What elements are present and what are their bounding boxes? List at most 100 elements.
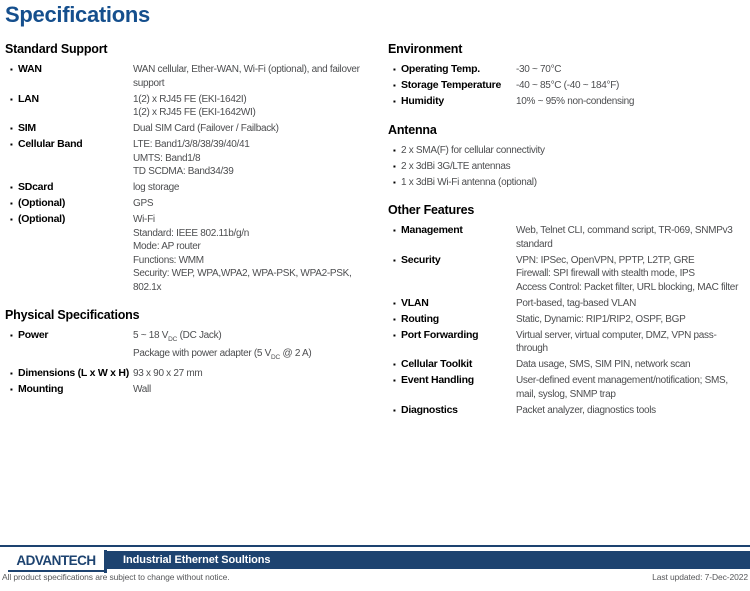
spec-value-line: Package with power adapter (5 VDC @ 2 A) (133, 347, 312, 361)
spec-row: ▪ (Optional) GPS (5, 197, 388, 211)
spec-value-line: Data usage, SMS, SIM PIN, network scan (516, 359, 691, 370)
spec-value-line: 1(2) x RJ45 FE (EKI-1642WI) (133, 107, 256, 118)
spec-value-line: Port-based, tag-based VLAN (516, 297, 637, 309)
bullet-icon: ▪ (393, 226, 396, 235)
footer-disclaimer: All product specifications are subject t… (2, 572, 230, 582)
spec-value-line: Wi-Fi (133, 214, 155, 225)
spec-value: 1 x 3dBi Wi-Fi antenna (optional) (401, 176, 750, 190)
bullet-icon: ▪ (393, 145, 396, 155)
bullet-icon: ▪ (393, 81, 396, 90)
spec-value-line: Mode: AP router (133, 241, 201, 252)
spec-value: 10% ~ 95% non-condensing (516, 95, 750, 109)
spec-value: 2 x 3dBi 3G/LTE antennas (401, 160, 750, 174)
section-title: Other Features (388, 203, 475, 217)
page-title: Specifications (5, 2, 150, 27)
spec-value: Data usage, SMS, SIM PIN, network scan (516, 358, 750, 372)
spec-value-line: UMTS: Band1/8 (133, 152, 201, 164)
spec-label: Routing (401, 312, 439, 325)
spec-value-line: TD SCDMA: Band34/39 (133, 166, 234, 177)
bullet-icon: ▪ (10, 331, 13, 340)
bullet-icon: ▪ (393, 255, 396, 265)
spec-value-line: 1 x 3dBi Wi-Fi antenna (optional) (401, 176, 537, 188)
bullet-icon: ▪ (10, 199, 13, 208)
spec-value-line: Standard: IEEE 802.11b/g/n (133, 227, 249, 239)
spec-label: (Optional) (18, 197, 66, 209)
spec-value-line: Functions: WMM (133, 254, 204, 266)
spec-value-line: support (133, 77, 165, 89)
right-column: Environment ▪ Operating Temp. -30 ~ 70°C ▪ St… (388, 28, 750, 420)
spec-value: Wall (133, 383, 388, 397)
spec-value-line: 93 x 90 x 27 mm (133, 367, 203, 379)
spec-value-line: Access Control: Packet filter, URL block… (516, 281, 739, 293)
spec-label: Dimensions (L x W x H) (18, 366, 129, 379)
spec-label: Security (401, 253, 441, 266)
bullet-icon: ▪ (393, 405, 396, 415)
spec-value-line: standard (516, 238, 553, 250)
spec-value: Packet analyzer, diagnostics tools (516, 404, 750, 418)
footer-logo-divider (104, 550, 107, 573)
spec-value: 2 x SMA(F) for cellular connectivity (401, 144, 750, 158)
spec-row: ▪ Event Handling User-defined event manage… (388, 374, 750, 401)
spec-value-line: WAN cellular, Ether-WAN, Wi-Fi (optional… (133, 64, 360, 75)
spec-label: WAN (18, 63, 42, 75)
spec-value: Static, Dynamic: RIP1/RIP2, OSPF, BGP (516, 313, 750, 327)
spec-label: Storage Temperature (401, 79, 502, 91)
spec-label: Humidity (401, 95, 444, 107)
spec-label: Power (18, 329, 49, 341)
spec-value-line: 10% ~ 95% non-condensing (516, 96, 635, 107)
bullet-icon: ▪ (393, 298, 396, 308)
spec-row: ▪ Power 5 ~ 18 VDC (DC Jack) Package with p… (5, 329, 388, 364)
footer-tagline: Industrial Ethernet Soultions (107, 551, 750, 569)
spec-row: ▪ Security VPN: IPSec, OpenVPN, PPTP, L2TP… (388, 254, 750, 295)
spec-value-line: User-defined event management/notificati… (516, 375, 728, 386)
spec-value: Virtual server, virtual computer, DMZ, V… (516, 329, 750, 356)
bullet-icon: ▪ (10, 124, 13, 133)
spec-row: ▪ Mounting Wall (5, 383, 388, 397)
spec-label: (Optional) (18, 213, 66, 225)
spec-value-line: LTE: Band1/3/8/38/39/40/41 (133, 139, 250, 150)
spec-value-line: -30 ~ 70°C (516, 64, 562, 75)
bullet-icon: ▪ (10, 140, 13, 149)
spec-row: ▪ Management Web, Telnet CLI, command scri… (388, 224, 750, 251)
spec-value: Web, Telnet CLI, command script, TR-069,… (516, 224, 750, 251)
bullet-icon: ▪ (10, 94, 13, 104)
spec-value: VPN: IPSec, OpenVPN, PPTP, L2TP, GRE Fire… (516, 254, 750, 295)
section-title: Environment (388, 42, 463, 56)
spec-value-line: -40 ~ 85°C (-40 ~ 184°F) (516, 80, 620, 91)
spec-label: VLAN (401, 296, 429, 309)
spec-label: Operating Temp. (401, 63, 480, 75)
spec-value: -30 ~ 70°C (516, 63, 750, 77)
spec-value: Wi-Fi Standard: IEEE 802.11b/g/n Mode: AP … (133, 213, 388, 294)
spec-value: WAN cellular, Ether-WAN, Wi-Fi (optional… (133, 63, 388, 90)
spec-value-line: 1(2) x RJ45 FE (EKI-1642I) (133, 93, 247, 105)
spec-value-line: GPS (133, 198, 154, 209)
spec-row: ▪ Cellular Toolkit Data usage, SMS, SIM PI… (388, 358, 750, 372)
spec-value: LTE: Band1/3/8/38/39/40/41 UMTS: Band1/8 T… (133, 138, 388, 179)
bullet-icon: ▪ (393, 65, 396, 74)
spec-row: ▪ LAN 1(2) x RJ45 FE (EKI-1642I) 1(2) x RJ4… (5, 93, 388, 120)
spec-columns: Standard Support ▪ WAN WAN cellular, Ether-… (5, 28, 750, 420)
spec-row: ▪ SDcard log storage (5, 181, 388, 195)
footer-notes: All product specifications are subject t… (2, 572, 748, 582)
spec-value: Dual SIM Card (Failover / Failback) (133, 122, 388, 136)
spec-label: Cellular Band (18, 138, 83, 150)
bullet-icon: ▪ (10, 183, 13, 192)
spec-label: Event Handling (401, 374, 474, 386)
spec-label: Diagnostics (401, 403, 458, 416)
spec-value-line: Dual SIM Card (Failover / Failback) (133, 123, 279, 134)
spec-row: ▪ Operating Temp. -30 ~ 70°C (388, 63, 750, 77)
advantech-logo: ADVANTECH (8, 550, 104, 572)
section-title: Antenna (388, 122, 437, 137)
spec-row: ▪ Diagnostics Packet analyzer, diagnostics… (388, 404, 750, 418)
spec-label: SDcard (18, 181, 54, 193)
spec-label: LAN (18, 92, 39, 105)
spec-value: Port-based, tag-based VLAN (516, 297, 750, 311)
footer-rule (0, 545, 750, 547)
spec-row: ▪ (Optional) Wi-Fi Standard: IEEE 802.11b/g… (5, 213, 388, 294)
spec-value-line: 2 x 3dBi 3G/LTE antennas (401, 160, 511, 172)
spec-value-line: 2 x SMA(F) for cellular connectivity (401, 144, 545, 156)
bullet-icon: ▪ (10, 215, 13, 224)
bullet-icon: ▪ (393, 330, 396, 340)
section-title: Standard Support (5, 42, 108, 56)
